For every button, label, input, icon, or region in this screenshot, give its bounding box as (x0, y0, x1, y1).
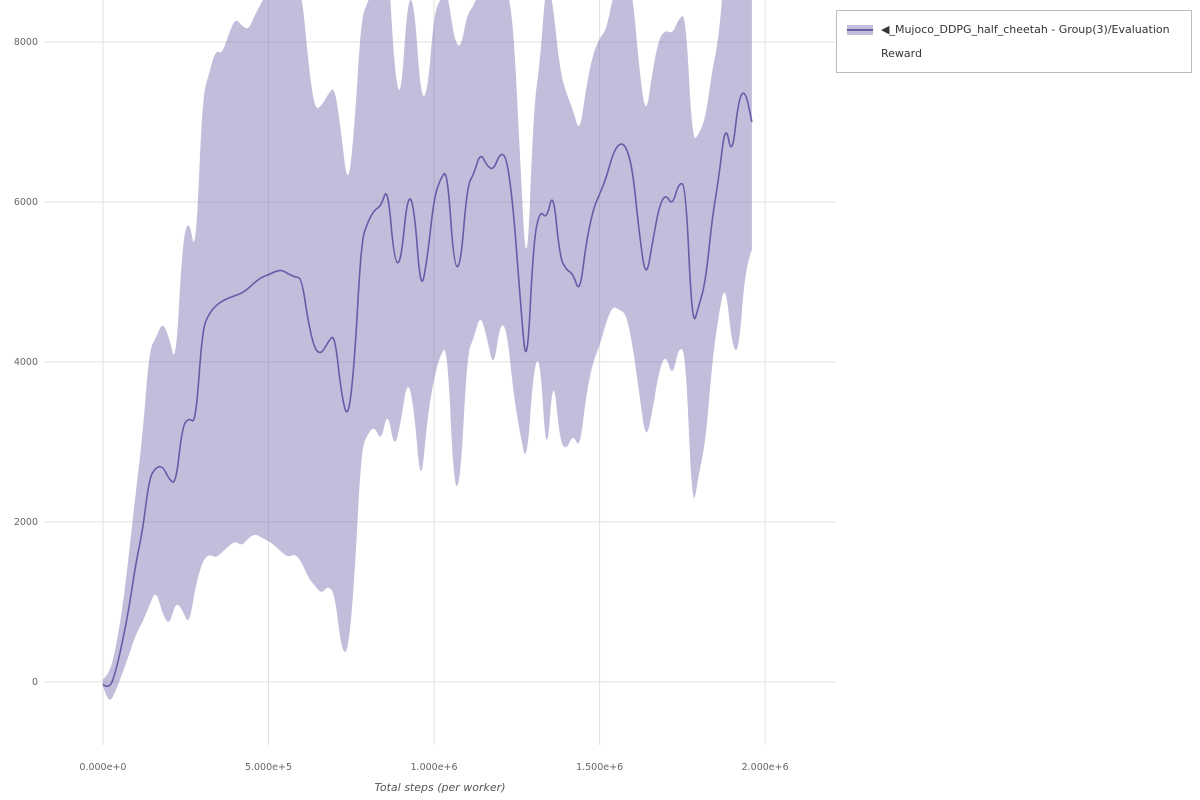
legend-item[interactable]: ◀_Mujoco_DDPG_half_cheetah - Group(3)/Ev… (847, 18, 1181, 65)
legend-item-label: ◀_Mujoco_DDPG_half_cheetah - Group(3)/Ev… (881, 23, 1170, 60)
x-axis-title: Total steps (per worker) (374, 781, 506, 794)
x-tick-label: 1.000e+6 (411, 762, 458, 773)
y-tick-label: 4000 (14, 357, 38, 368)
y-tick-label: 6000 (14, 197, 38, 208)
legend: ◀_Mujoco_DDPG_half_cheetah - Group(3)/Ev… (836, 10, 1192, 74)
series-line[interactable] (102, 92, 753, 687)
y-tick-label: 8000 (14, 37, 38, 48)
confidence-band (102, 0, 752, 700)
x-tick-label: 2.000e+6 (742, 762, 789, 773)
x-tick-label: 5.000e+5 (245, 762, 292, 773)
legend-swatch (847, 25, 873, 35)
y-tick-label: 0 (32, 677, 38, 688)
x-tick-label: 0.000e+0 (79, 762, 126, 773)
y-tick-label: 2000 (14, 517, 38, 528)
x-tick-label: 1.500e+6 (576, 762, 623, 773)
